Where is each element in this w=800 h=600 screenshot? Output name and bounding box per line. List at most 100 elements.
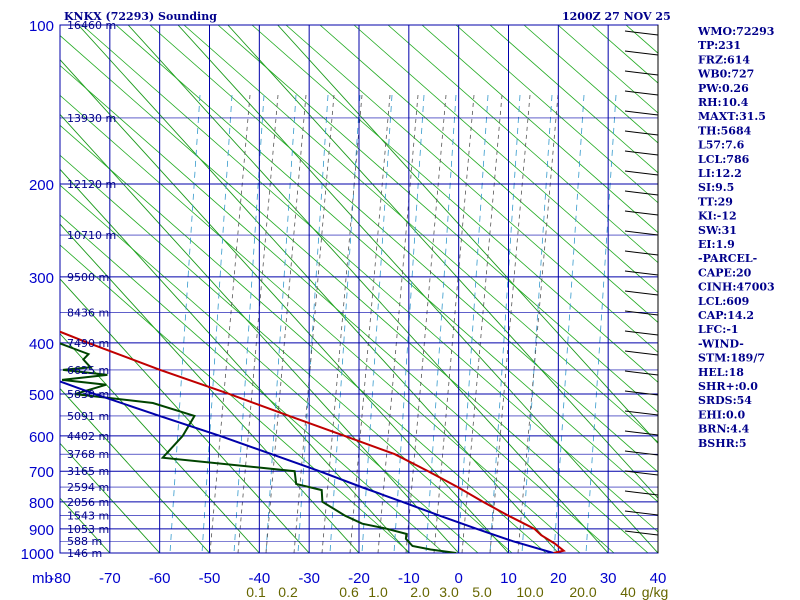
temperature-tick-label: 30 [600, 570, 617, 587]
dry-adiabat-line [60, 64, 615, 553]
wind-barb [624, 90, 659, 96]
sounding-index: BRN:4.4 [698, 423, 750, 436]
dry-adiabat-line [149, 25, 658, 473]
isotherm-line [227, 25, 658, 499]
sounding-index: WMO:72293 [697, 25, 774, 38]
height-labels: 16460 m 13930 m 12120 m 10710 m 9500 m 8436 m… [67, 19, 116, 560]
dewpoint-profile [60, 342, 457, 553]
dry-adiabat-line [489, 25, 658, 174]
height-label: 1053 m [67, 523, 109, 536]
sounding-index: KI:-12 [698, 210, 737, 223]
wind-barb [624, 30, 659, 36]
dry-adiabat-line [217, 25, 658, 413]
sounding-index: TP:231 [698, 39, 741, 52]
mixing-ratio-label: 0.6 [339, 584, 359, 600]
chart-title: KNKX (72293) Sounding [64, 10, 217, 23]
height-label: 2594 m [67, 481, 109, 494]
temperature-tick-label: -80 [49, 570, 71, 587]
sounding-index: MAXT:31.5 [698, 110, 766, 123]
dry-adiabat-line [523, 25, 658, 144]
sounding-index: SI:9.5 [698, 181, 734, 194]
height-label: 12120 m [67, 178, 116, 191]
height-label: 8436 m [67, 306, 109, 319]
pressure-tick-label: 900 [29, 522, 54, 539]
sounding-index: -PARCEL- [698, 252, 757, 265]
isotherm-line [60, 168, 410, 553]
wind-barb [624, 510, 659, 516]
wind-barb [624, 370, 659, 376]
dry-adiabat-line [60, 35, 649, 553]
wind-barbs [624, 25, 659, 553]
sounding-index: LI:12.2 [698, 167, 742, 180]
temperature-axis-labels: -80 -70 -60 -50 -40 -30 -20 -10 0 10 20 30 40 [49, 570, 666, 587]
mixing-ratio-label: g/kg [642, 584, 668, 600]
temperature-tick-label: -40 [248, 570, 270, 587]
temperature-profile [60, 330, 566, 553]
mixing-ratio-label: 10.0 [516, 584, 543, 600]
height-label: 5091 m [67, 410, 109, 423]
sounding-index: EHI:0.0 [698, 408, 745, 421]
wind-barb [624, 330, 659, 336]
height-label: 3165 m [67, 465, 109, 478]
wind-barb [624, 170, 659, 176]
temperature-tick-label: 40 [650, 570, 667, 587]
height-label: 9500 m [67, 271, 109, 284]
wind-barb [624, 190, 659, 196]
mixing-ratio-label: 3.0 [439, 584, 459, 600]
dry-adiabat-line [81, 25, 658, 533]
isotherm-line [60, 387, 210, 553]
height-label: 6625 m [67, 364, 109, 377]
chart-time: 1200Z 27 NOV 25 [562, 10, 671, 23]
dry-adiabat-line [251, 25, 658, 383]
height-label: 1543 m [67, 510, 109, 523]
dry-adiabat-line [60, 124, 547, 553]
pressure-tick-label: 800 [29, 495, 54, 512]
wind-barb [624, 150, 659, 156]
temperature-tick-label: -20 [348, 570, 370, 587]
wind-barb [624, 410, 659, 416]
mixing-ratio-label: 2.0 [410, 584, 430, 600]
dry-adiabat-line [387, 25, 658, 264]
height-label: 146 m [67, 547, 102, 560]
sounding-index: TT:29 [698, 195, 733, 208]
temperature-tick-label: -50 [199, 570, 221, 587]
wind-barb [624, 390, 659, 396]
sounding-index: FRZ:614 [698, 53, 750, 66]
profiles [60, 330, 566, 553]
sounding-index: TH:5684 [698, 124, 752, 137]
pressure-tick-label: 400 [29, 336, 54, 353]
sounding-index: CAP:14.2 [698, 309, 754, 322]
sounding-index: SHR+:0.0 [698, 380, 758, 393]
dry-adiabat-line [60, 94, 581, 553]
height-label: 588 m [67, 535, 102, 548]
wind-barb [624, 290, 659, 296]
dry-adiabat-line [60, 154, 513, 553]
pressure-tick-label: 1000 [21, 546, 54, 563]
wind-barb [624, 50, 659, 56]
wind-barb [624, 130, 659, 136]
dry-adiabat-line [319, 25, 658, 323]
wind-barb [624, 530, 659, 536]
wind-barb [624, 230, 659, 236]
sounding-index: CAPE:20 [698, 266, 752, 279]
wind-barb [624, 470, 659, 476]
sounding-index: L57:7.6 [698, 139, 745, 152]
dry-adiabat-line [60, 184, 479, 553]
isotherm-line [60, 58, 509, 553]
mixing-ratio-label: 20.0 [569, 584, 596, 600]
pressure-tick-label: 500 [29, 387, 54, 404]
dry-adiabat-line [115, 25, 658, 503]
pressure-axis-labels: 100 200 300 400 500 600 700 800 900 1000 [21, 18, 54, 563]
sounding-index: STM:189/7 [698, 352, 765, 365]
height-label: 5830 m [67, 388, 109, 401]
pressure-axis-label: mb [32, 570, 53, 587]
sounding-index: LFC:-1 [698, 323, 739, 336]
isotherm-line [60, 442, 160, 553]
wind-barb [624, 430, 659, 436]
pressure-tick-label: 200 [29, 177, 54, 194]
isotherm-line [127, 25, 609, 553]
dry-adiabat-line [285, 25, 658, 353]
temperature-tick-label: 0 [454, 570, 462, 587]
sounding-index: BSHR:5 [698, 437, 747, 450]
